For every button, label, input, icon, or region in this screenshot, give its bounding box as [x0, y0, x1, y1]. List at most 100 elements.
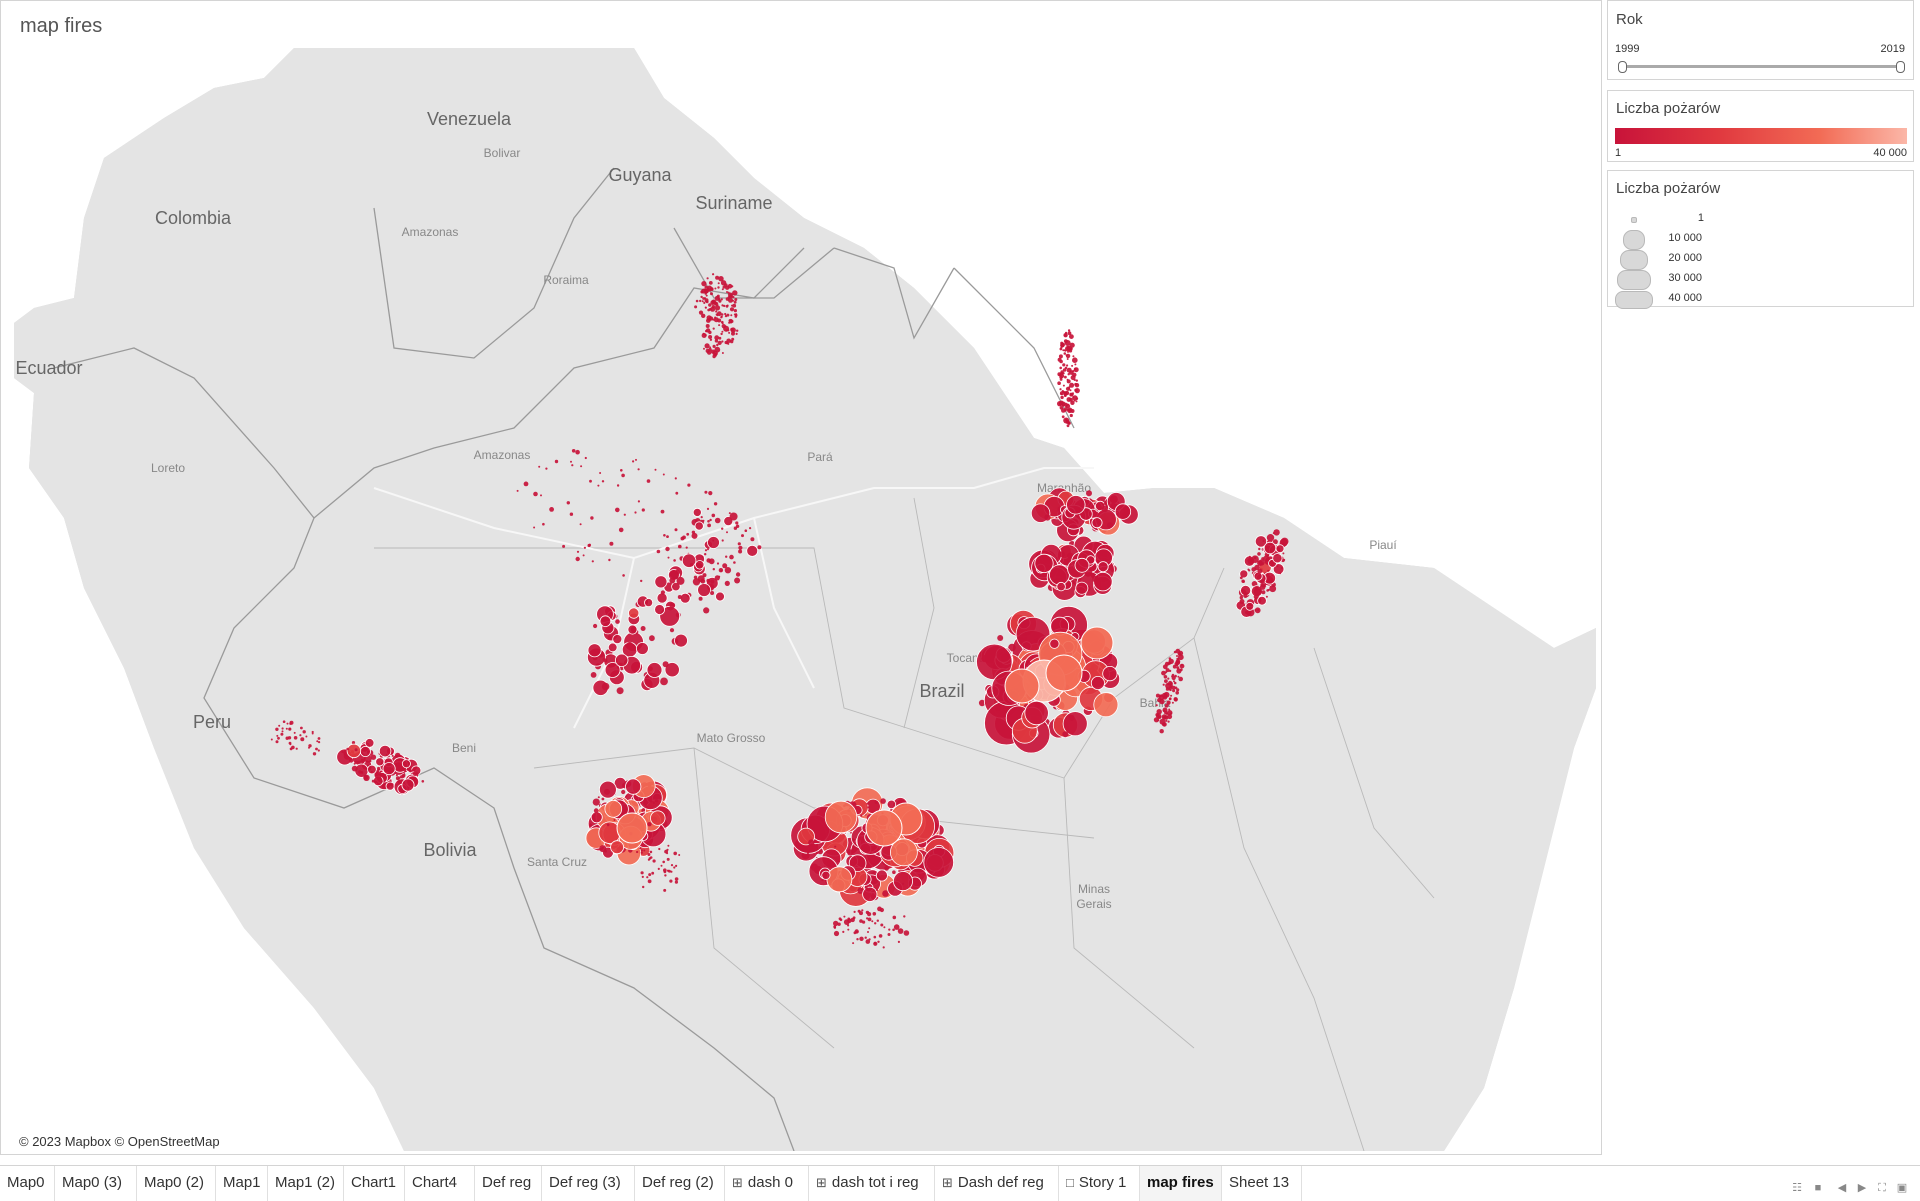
- fire-marker[interactable]: [721, 322, 724, 325]
- fire-marker[interactable]: [391, 754, 394, 757]
- fire-marker[interactable]: [341, 750, 344, 754]
- fire-marker[interactable]: [642, 885, 645, 889]
- fire-marker[interactable]: [627, 624, 638, 635]
- fire-marker[interactable]: [364, 738, 375, 748]
- fire-marker[interactable]: [666, 852, 669, 855]
- fire-marker[interactable]: [707, 520, 710, 523]
- fire-marker[interactable]: [721, 324, 726, 329]
- fire-marker[interactable]: [647, 853, 651, 856]
- fire-marker[interactable]: [1070, 400, 1075, 405]
- fire-marker[interactable]: [674, 569, 680, 575]
- fire-marker[interactable]: [613, 819, 616, 821]
- fire-marker[interactable]: [346, 743, 362, 759]
- fire-marker[interactable]: [729, 512, 738, 521]
- fire-marker[interactable]: [729, 294, 733, 299]
- fire-marker[interactable]: [884, 865, 889, 871]
- fire-marker[interactable]: [395, 774, 398, 777]
- fire-marker[interactable]: [616, 812, 648, 844]
- fire-marker[interactable]: [892, 928, 895, 932]
- fire-marker[interactable]: [288, 727, 292, 731]
- fire-marker[interactable]: [640, 851, 643, 854]
- fire-marker[interactable]: [300, 737, 305, 742]
- fire-marker[interactable]: [720, 570, 723, 572]
- fire-marker[interactable]: [621, 473, 625, 478]
- fire-marker[interactable]: [718, 336, 722, 340]
- grid-view-icon[interactable]: ☷: [1792, 1182, 1802, 1194]
- fire-marker[interactable]: [1171, 673, 1175, 677]
- tab-dash-tot-i-reg[interactable]: ⊞ dash tot i reg: [809, 1166, 935, 1201]
- fire-marker[interactable]: [746, 544, 759, 557]
- fire-marker[interactable]: [609, 541, 614, 546]
- fire-marker[interactable]: [1075, 400, 1078, 403]
- fire-marker[interactable]: [657, 867, 660, 871]
- fire-marker[interactable]: [281, 727, 284, 730]
- fire-marker[interactable]: [1072, 355, 1075, 358]
- fire-marker[interactable]: [1177, 654, 1184, 661]
- fire-marker[interactable]: [1102, 665, 1118, 682]
- fire-marker[interactable]: [720, 280, 727, 286]
- fire-marker[interactable]: [727, 342, 730, 345]
- fire-marker[interactable]: [359, 746, 371, 758]
- fire-marker[interactable]: [715, 591, 725, 602]
- fire-marker[interactable]: [826, 866, 853, 893]
- fire-marker[interactable]: [1063, 339, 1068, 343]
- fire-marker[interactable]: [293, 731, 296, 734]
- fire-marker[interactable]: [726, 304, 729, 307]
- fire-marker[interactable]: [1163, 675, 1168, 679]
- fire-marker[interactable]: [599, 472, 602, 474]
- fire-marker[interactable]: [1165, 668, 1170, 673]
- fire-marker[interactable]: [1172, 664, 1177, 669]
- fire-marker[interactable]: [374, 771, 383, 779]
- fire-marker[interactable]: [1266, 534, 1275, 542]
- fire-marker[interactable]: [593, 808, 599, 813]
- fire-marker[interactable]: [709, 518, 712, 522]
- fire-marker[interactable]: [1067, 552, 1074, 559]
- fire-marker[interactable]: [542, 522, 545, 526]
- fire-marker[interactable]: [652, 859, 656, 863]
- fire-marker[interactable]: [1173, 680, 1175, 683]
- fire-marker[interactable]: [1162, 716, 1166, 719]
- fire-marker[interactable]: [632, 460, 635, 463]
- fire-marker[interactable]: [584, 456, 587, 460]
- fire-marker[interactable]: [359, 760, 362, 763]
- fire-marker[interactable]: [381, 783, 387, 789]
- fire-marker[interactable]: [707, 523, 711, 528]
- fire-marker[interactable]: [664, 662, 680, 678]
- fire-marker[interactable]: [644, 598, 654, 608]
- fire-marker[interactable]: [1062, 368, 1067, 372]
- fire-marker[interactable]: [1004, 668, 1040, 704]
- fire-marker[interactable]: [1062, 731, 1069, 738]
- fire-marker[interactable]: [540, 494, 542, 497]
- fire-marker[interactable]: [1069, 334, 1074, 339]
- fire-marker[interactable]: [704, 298, 709, 303]
- fire-marker[interactable]: [700, 516, 703, 519]
- fire-marker[interactable]: [660, 677, 668, 686]
- fire-marker[interactable]: [718, 298, 721, 301]
- fires-map[interactable]: Venezuela Guyana Suriname Colombia Ecuador Pe…: [14, 48, 1596, 1151]
- fire-marker[interactable]: [714, 316, 717, 319]
- fire-marker[interactable]: [853, 910, 856, 914]
- fire-marker[interactable]: [1258, 559, 1265, 566]
- fire-marker[interactable]: [866, 917, 869, 920]
- fire-marker[interactable]: [1173, 697, 1178, 702]
- fire-marker[interactable]: [606, 823, 610, 827]
- fire-marker[interactable]: [1179, 663, 1185, 669]
- fire-marker[interactable]: [1061, 408, 1066, 413]
- fire-marker[interactable]: [583, 546, 587, 549]
- fire-marker[interactable]: [1172, 689, 1176, 693]
- fire-marker[interactable]: [669, 879, 673, 883]
- fire-marker[interactable]: [862, 886, 878, 902]
- fire-marker[interactable]: [399, 787, 402, 791]
- fire-marker[interactable]: [356, 760, 360, 764]
- fire-marker[interactable]: [875, 869, 888, 882]
- fire-marker[interactable]: [620, 469, 623, 472]
- fire-marker[interactable]: [673, 559, 676, 562]
- fire-marker[interactable]: [1062, 363, 1066, 367]
- fire-marker[interactable]: [590, 516, 594, 520]
- fire-marker[interactable]: [750, 537, 755, 542]
- fire-marker[interactable]: [645, 805, 648, 809]
- fire-marker[interactable]: [714, 339, 719, 343]
- fire-marker[interactable]: [728, 512, 731, 515]
- fire-marker[interactable]: [615, 507, 620, 513]
- fire-marker[interactable]: [669, 602, 676, 609]
